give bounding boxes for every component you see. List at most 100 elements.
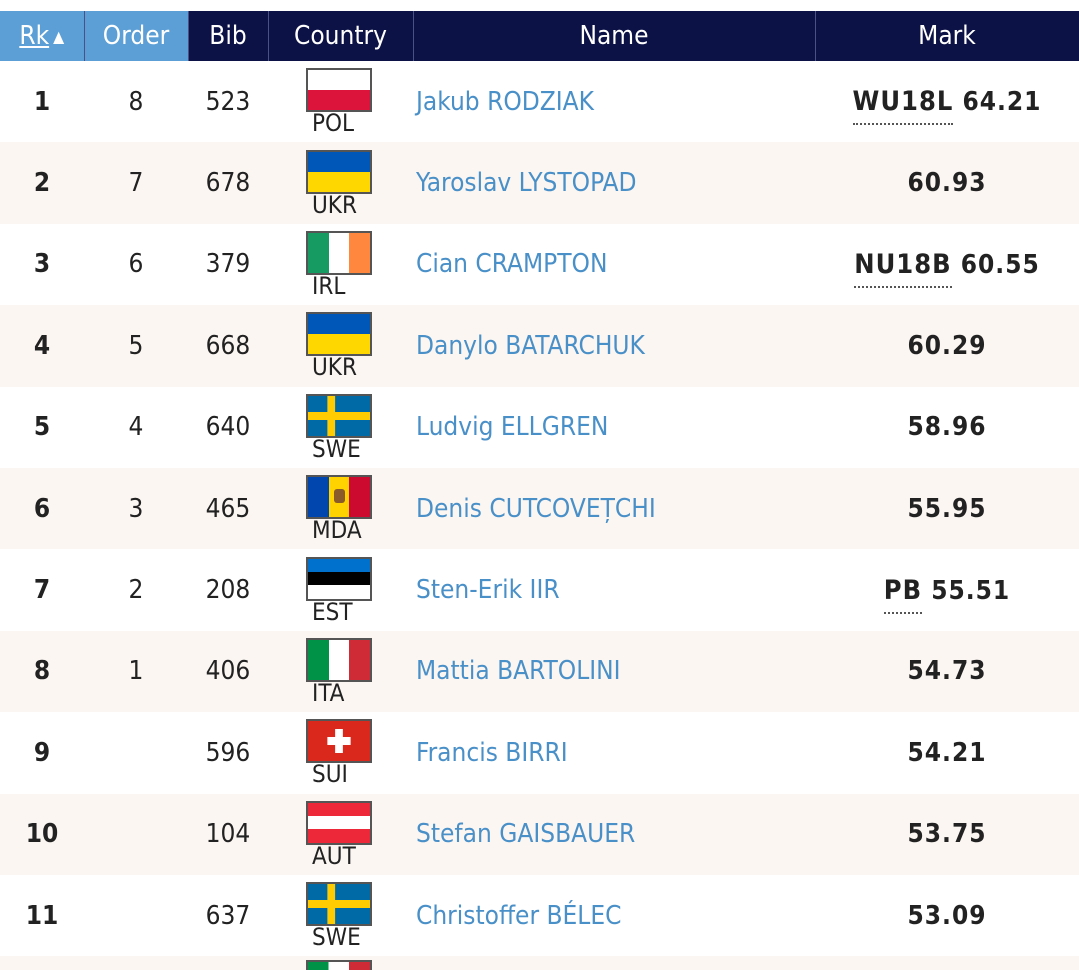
mark-value: 53.09 — [907, 900, 987, 931]
country-code: SWE — [312, 923, 361, 952]
athlete-name-cell[interactable]: Christoffer BÉLEC — [413, 875, 815, 956]
mark-cell: PB 55.51 — [815, 549, 1079, 630]
mark-cell: WU18L 64.21 — [815, 61, 1079, 142]
athlete-name-link[interactable]: Ludvig ELLGREN — [416, 412, 609, 443]
header-name[interactable]: Name — [413, 0, 816, 61]
order-cell — [84, 794, 188, 875]
header-rank[interactable]: Rk ▲ — [0, 0, 85, 61]
athlete-name-cell[interactable]: Sten-Erik IIR — [413, 549, 815, 630]
table-row-partial — [0, 956, 1079, 970]
qualification-badge[interactable]: PB — [883, 574, 923, 614]
athlete-name-cell[interactable]: Cian CRAMPTON — [413, 224, 815, 305]
flag-est-icon — [306, 556, 372, 601]
athlete-name-link[interactable]: Danylo BATARCHUK — [416, 330, 645, 361]
order-cell: 8 — [128, 86, 144, 117]
header-bib-label: Bib — [209, 21, 247, 51]
bib-cell: 465 — [205, 493, 251, 524]
athlete-name-link[interactable]: Mattia BARTOLINI — [416, 656, 621, 687]
header-country-label: Country — [294, 21, 387, 51]
rank-cell: 8 — [33, 656, 51, 687]
order-cell: 7 — [128, 168, 144, 199]
order-cell: 5 — [128, 330, 144, 361]
bib-cell: 678 — [205, 168, 251, 199]
mark-value: 54.73 — [907, 656, 987, 687]
flag-sui-icon — [306, 719, 372, 764]
mark-value: 58.96 — [907, 412, 987, 443]
table-row: 9 596 SUI Francis BIRRI 54.21 — [0, 712, 1079, 793]
header-name-label: Name — [579, 21, 649, 51]
athlete-name-cell[interactable]: Mattia BARTOLINI — [413, 631, 815, 712]
flag-pol-icon — [306, 68, 372, 113]
flag-ukr-icon — [306, 312, 372, 357]
header-country[interactable]: Country — [268, 0, 414, 61]
country-code: UKR — [312, 190, 357, 219]
athlete-name-cell[interactable]: Francis BIRRI — [413, 712, 815, 793]
flag-mda-icon — [306, 475, 372, 520]
country-cell: POL — [268, 61, 413, 142]
header-rank-label[interactable]: Rk — [19, 21, 50, 51]
mark-value: 60.55 — [960, 249, 1040, 280]
bib-cell: 596 — [205, 737, 251, 768]
rank-cell: 6 — [33, 493, 51, 524]
sort-ascending-icon: ▲ — [53, 27, 65, 46]
flag-swe-icon — [306, 393, 372, 438]
country-cell: MDA — [268, 468, 413, 549]
bib-cell: 379 — [205, 249, 251, 280]
order-cell — [84, 712, 188, 793]
athlete-name-cell[interactable]: Denis CUTCOVEȚCHI — [413, 468, 815, 549]
athlete-name-cell[interactable]: Danylo BATARCHUK — [413, 305, 815, 386]
country-cell: IRL — [268, 224, 413, 305]
athlete-name-cell[interactable]: Yaroslav LYSTOPAD — [413, 142, 815, 223]
mark-value: 55.95 — [907, 493, 987, 524]
mark-cell: NU18B 60.55 — [815, 224, 1079, 305]
athlete-name-link[interactable]: Denis CUTCOVEȚCHI — [416, 493, 656, 524]
rank-cell: 2 — [33, 168, 51, 199]
table-row: 2 7 678 UKR Yaroslav LYSTOPAD 60.93 — [0, 142, 1079, 224]
order-cell: 3 — [128, 493, 144, 524]
mark-value: 64.21 — [962, 87, 1042, 118]
order-cell: 6 — [128, 249, 144, 280]
athlete-name-cell[interactable]: Jakub RODZIAK — [413, 61, 815, 142]
country-code: SWE — [312, 434, 361, 463]
rank-cell: 4 — [33, 330, 51, 361]
flag-irl-icon — [306, 230, 372, 275]
header-bib[interactable]: Bib — [188, 0, 269, 61]
table-row: 10 104 AUT Stefan GAISBAUER 53.75 — [0, 793, 1079, 875]
athlete-name-link[interactable]: Christoffer BÉLEC — [416, 900, 622, 931]
table-row: 6 3 465 MDA Denis CUTCOVEȚCHI 55.95 — [0, 467, 1079, 550]
flag-swe-icon — [306, 882, 372, 927]
qualification-badge[interactable]: WU18L — [852, 86, 954, 126]
athlete-name-link[interactable]: Stefan GAISBAUER — [416, 819, 636, 850]
header-order[interactable]: Order — [84, 0, 189, 61]
athlete-name-cell[interactable]: Stefan GAISBAUER — [413, 794, 815, 875]
athlete-name-link[interactable]: Cian CRAMPTON — [416, 249, 608, 280]
header-mark[interactable]: Mark — [815, 0, 1079, 61]
order-cell: 2 — [128, 575, 144, 606]
mark-cell: 54.73 — [815, 631, 1079, 712]
country-cell: SWE — [268, 875, 413, 956]
flag-aut-icon — [306, 800, 372, 845]
athlete-name-cell[interactable]: Ludvig ELLGREN — [413, 387, 815, 468]
athlete-name-link[interactable]: Sten-Erik IIR — [416, 575, 560, 606]
order-cell — [84, 875, 188, 956]
country-code: UKR — [312, 353, 357, 382]
country-cell: UKR — [268, 305, 413, 386]
qualification-badge[interactable]: NU18B — [854, 248, 952, 288]
flag-ukr-icon — [306, 149, 372, 194]
athlete-name-link[interactable]: Jakub RODZIAK — [416, 86, 595, 117]
flag-ita-icon — [306, 637, 372, 682]
mark-cell: 53.75 — [815, 794, 1079, 875]
country-code: MDA — [312, 516, 362, 545]
athlete-name-link[interactable]: Yaroslav LYSTOPAD — [416, 168, 637, 199]
country-cell: SUI — [268, 712, 413, 793]
rank-cell: 9 — [33, 737, 51, 768]
bib-cell: 208 — [205, 575, 251, 606]
athlete-name-link[interactable]: Francis BIRRI — [416, 737, 568, 768]
table-header-row: Rk ▲ Order Bib Country Name Mark — [0, 0, 1079, 61]
mark-value: 55.51 — [931, 575, 1011, 606]
order-cell: 4 — [128, 412, 144, 443]
bib-cell: 640 — [205, 412, 251, 443]
table-row: 4 5 668 UKR Danylo BATARCHUK 60.29 — [0, 305, 1079, 387]
mark-cell: 55.95 — [815, 468, 1079, 549]
